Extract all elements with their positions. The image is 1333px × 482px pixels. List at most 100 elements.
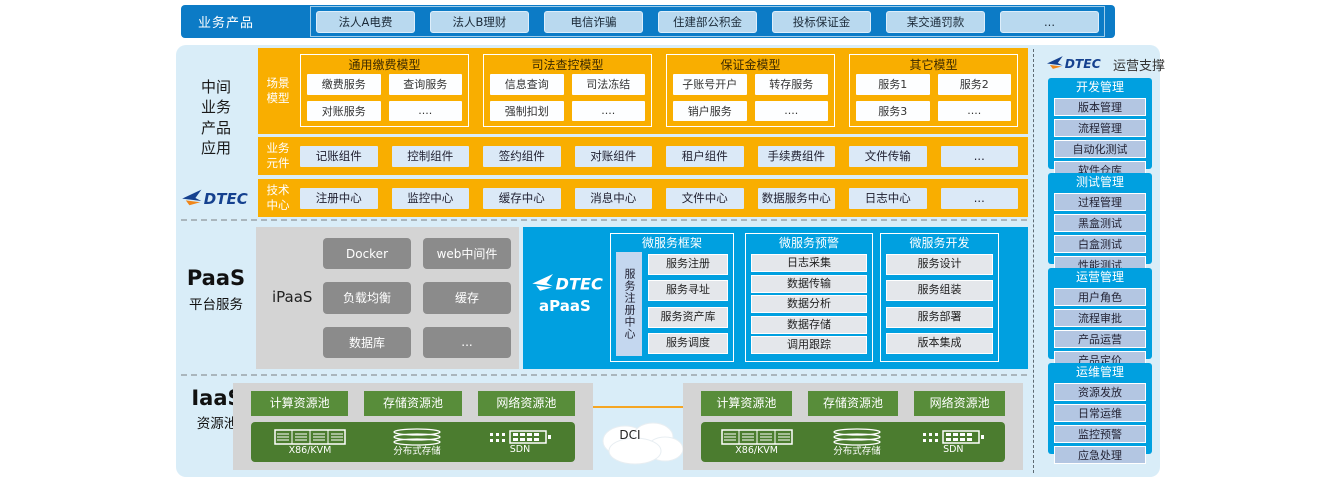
tech-center-button[interactable]: 文件中心 xyxy=(666,187,744,209)
service-button[interactable]: 转存服务 xyxy=(754,74,828,95)
microservice-alert-group: 微服务预警 日志采集 数据传输 数据分析 数据存储 调用跟踪 xyxy=(745,233,873,362)
microservice-button[interactable]: 服务组装 xyxy=(886,280,993,302)
component-button[interactable]: ... xyxy=(940,145,1018,167)
sidebar-button[interactable]: 产品运营 xyxy=(1054,330,1146,348)
sidebar-button[interactable]: 应急处理 xyxy=(1054,446,1146,464)
storage-node: 分布式存储 xyxy=(832,427,882,457)
microservice-button[interactable]: 服务设计 xyxy=(886,254,993,275)
microservice-button[interactable]: 数据传输 xyxy=(751,274,867,293)
tech-center-button[interactable]: 数据服务中心 xyxy=(757,187,835,209)
service-registry-tab[interactable]: 服务注册中心 xyxy=(616,252,642,356)
sidebar-button[interactable]: 自动化测试 xyxy=(1054,140,1146,158)
microservice-button[interactable]: 服务资产库 xyxy=(648,306,728,328)
ipaas-button[interactable]: ... xyxy=(423,326,511,358)
product-button[interactable]: 电信诈骗 xyxy=(544,10,643,33)
apaas-label: aPaaS xyxy=(539,297,591,315)
infrastructure-bar: X86/KVM 分布式存储 SDN xyxy=(251,422,575,462)
product-button[interactable]: 某交通罚款 xyxy=(886,10,985,33)
sidebar-button[interactable]: 流程管理 xyxy=(1054,119,1146,137)
component-button[interactable]: 签约组件 xyxy=(483,145,561,167)
node-label: X86/KVM xyxy=(288,444,332,456)
sidebar-button[interactable]: 监控预警 xyxy=(1054,425,1146,443)
service-button[interactable]: .... xyxy=(754,100,828,121)
server-rack-icon xyxy=(720,428,793,445)
paas-layer-title: PaaS 平台服务 xyxy=(181,266,251,313)
section-header: 运维管理 xyxy=(1075,365,1124,379)
service-button[interactable]: 子账号开户 xyxy=(673,74,747,95)
service-button[interactable]: 司法冻结 xyxy=(571,74,645,95)
microservice-button[interactable]: 服务注册 xyxy=(648,254,728,275)
microservice-button[interactable]: 服务调度 xyxy=(648,332,728,354)
resource-pool-button[interactable]: 存储资源池 xyxy=(364,391,462,416)
sidebar-button[interactable]: 日常运维 xyxy=(1054,404,1146,422)
resource-pool-button[interactable]: 存储资源池 xyxy=(807,391,899,416)
component-button[interactable]: 租户组件 xyxy=(666,145,744,167)
product-button[interactable]: 住建部公积金 xyxy=(658,10,757,33)
ipaas-button[interactable]: 数据库 xyxy=(323,326,411,358)
service-button[interactable]: 强制扣划 xyxy=(490,100,564,121)
component-button[interactable]: 手续费组件 xyxy=(757,145,835,167)
tech-center-button[interactable]: 监控中心 xyxy=(391,187,469,209)
service-button[interactable]: .... xyxy=(937,100,1011,121)
product-button[interactable]: 法人A电费 xyxy=(316,10,415,33)
logo-swoosh-icon xyxy=(536,285,552,291)
sidebar-button[interactable]: 资源发放 xyxy=(1054,383,1146,401)
sidebar-button[interactable]: 版本管理 xyxy=(1054,98,1146,116)
resource-pool-button[interactable]: 网络资源池 xyxy=(477,391,575,416)
service-button[interactable]: 销户服务 xyxy=(673,100,747,121)
service-button[interactable]: .... xyxy=(388,100,462,121)
tech-center-button[interactable]: 日志中心 xyxy=(849,187,927,209)
service-button[interactable]: 查询服务 xyxy=(388,74,462,95)
service-button[interactable]: 信息查询 xyxy=(490,74,564,95)
tech-center-button[interactable]: ... xyxy=(940,187,1018,209)
microservice-button[interactable]: 数据存储 xyxy=(751,315,867,334)
ipaas-button[interactable]: 负载均衡 xyxy=(323,282,411,314)
component-button[interactable]: 对账组件 xyxy=(574,145,652,167)
microservice-button[interactable]: 日志采集 xyxy=(751,254,867,272)
ipaas-button[interactable]: web中间件 xyxy=(423,238,511,270)
scenario-model-row: 场景 模型 通用缴费模型 缴费服务 查询服务 对账服务.... 司法查控模型 信息查… xyxy=(258,48,1028,134)
sidebar-button[interactable]: 流程审批 xyxy=(1054,309,1146,327)
logo-arrow-icon xyxy=(182,189,202,201)
component-button[interactable]: 记账组件 xyxy=(300,145,378,167)
ipaas-button[interactable]: Docker xyxy=(323,238,411,270)
resource-pool-button[interactable]: 计算资源池 xyxy=(251,391,349,416)
component-button[interactable]: 控制组件 xyxy=(391,145,469,167)
ipaas-button[interactable]: 缓存 xyxy=(423,282,511,314)
sidebar-button[interactable]: 过程管理 xyxy=(1054,193,1146,211)
microservice-button[interactable]: 服务寻址 xyxy=(648,280,728,302)
microservice-button[interactable]: 数据分析 xyxy=(751,295,867,313)
sidebar-button[interactable]: 黑盒测试 xyxy=(1054,214,1146,232)
node-label: SDN xyxy=(509,443,531,455)
section-item-list: 用户角色 流程审批 产品运营 产品定价 xyxy=(1054,288,1146,369)
service-button[interactable]: 服务1 xyxy=(856,74,930,95)
service-button[interactable]: .... xyxy=(571,100,645,121)
tech-center-button[interactable]: 注册中心 xyxy=(300,187,378,209)
microservice-button[interactable]: 服务部署 xyxy=(886,306,993,328)
sidebar-button[interactable]: 白盒测试 xyxy=(1054,235,1146,253)
node-label: SDN xyxy=(943,443,964,455)
framework-item-list: 服务注册服务寻址服务资产库服务调度 xyxy=(648,252,728,356)
tech-center-button[interactable]: 缓存中心 xyxy=(483,187,561,209)
business-products-bar: 业务产品 法人A电费 法人B理财 电信诈骗 住建部公积金 投标保证金 某交通罚款... xyxy=(181,5,1115,38)
group-title: 微服务开发 xyxy=(909,236,970,250)
microservice-button[interactable]: 调用跟踪 xyxy=(751,336,867,354)
scenario-service-list: 子账号开户 转存服务 销户服务.... xyxy=(673,74,828,121)
product-button[interactable]: ... xyxy=(1000,10,1099,33)
component-button[interactable]: 文件传输 xyxy=(849,145,927,167)
scenario-group-deposit: 保证金模型 子账号开户 转存服务 销户服务.... xyxy=(666,54,835,127)
sidebar-button[interactable]: 用户角色 xyxy=(1054,288,1146,306)
resource-pool-button[interactable]: 网络资源池 xyxy=(914,391,1006,416)
product-button[interactable]: 投标保证金 xyxy=(772,10,871,33)
service-button[interactable]: 对账服务 xyxy=(307,100,381,121)
microservice-button[interactable]: 版本集成 xyxy=(886,332,993,354)
tech-row-label: 技术 中心 xyxy=(266,183,290,212)
resource-pool-button[interactable]: 计算资源池 xyxy=(701,391,792,416)
scenario-group-title: 司法查控模型 xyxy=(531,58,604,72)
service-button[interactable]: 缴费服务 xyxy=(307,74,381,95)
scenario-group-judicial: 司法查控模型 信息查询 司法冻结 强制扣划.... xyxy=(483,54,652,127)
tech-center-button[interactable]: 消息中心 xyxy=(574,187,652,209)
product-button[interactable]: 法人B理财 xyxy=(430,10,529,33)
service-button[interactable]: 服务3 xyxy=(856,100,930,121)
service-button[interactable]: 服务2 xyxy=(937,74,1011,95)
